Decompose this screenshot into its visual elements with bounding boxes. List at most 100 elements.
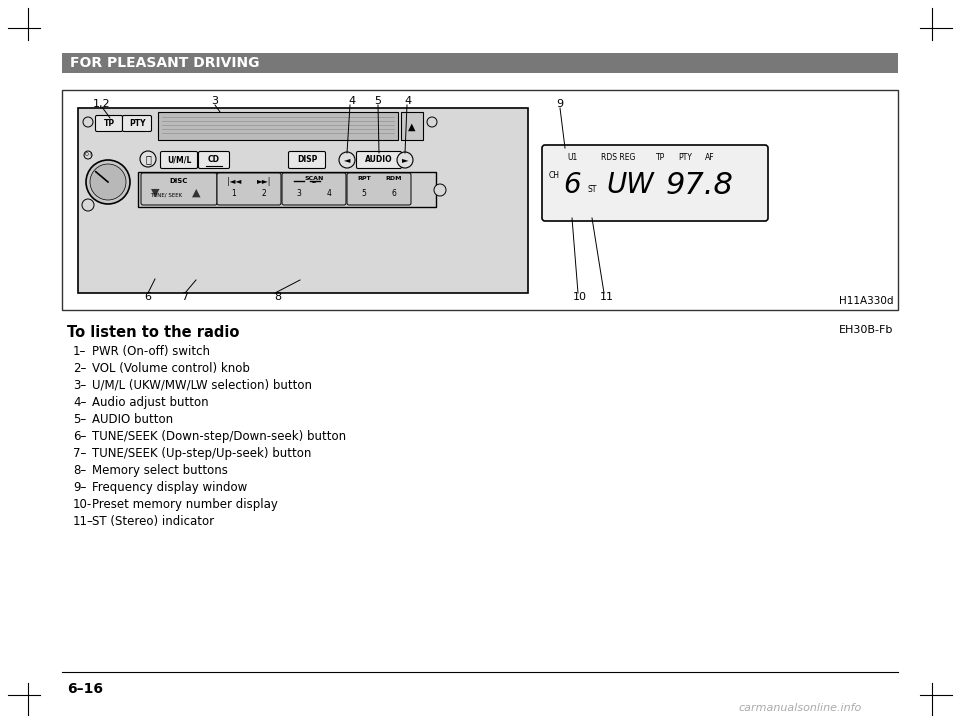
Text: 6: 6 <box>145 292 152 302</box>
Text: DISC: DISC <box>170 178 188 184</box>
Text: ►►|: ►►| <box>257 176 271 186</box>
Text: 9–: 9– <box>73 481 86 494</box>
Text: U/M/L: U/M/L <box>167 155 191 165</box>
Text: TUNE/SEEK (Down-step/Down-seek) button: TUNE/SEEK (Down-step/Down-seek) button <box>92 430 347 443</box>
Circle shape <box>434 184 446 196</box>
Text: PWR (On-off) switch: PWR (On-off) switch <box>92 345 210 358</box>
Text: TUNE/ SEEK: TUNE/ SEEK <box>150 192 182 197</box>
Text: ──: ── <box>311 181 317 185</box>
Text: AUDIO: AUDIO <box>365 155 393 165</box>
Text: O I: O I <box>84 153 91 158</box>
Text: SCAN: SCAN <box>304 176 324 181</box>
FancyBboxPatch shape <box>347 173 411 205</box>
Text: Frequency display window: Frequency display window <box>92 481 248 494</box>
Text: TP: TP <box>657 153 665 161</box>
Text: 5–: 5– <box>73 413 86 426</box>
Text: 3: 3 <box>211 96 219 106</box>
Text: 4: 4 <box>348 96 355 106</box>
Bar <box>138 172 436 207</box>
Text: 4: 4 <box>326 189 331 197</box>
Text: CD: CD <box>208 155 220 165</box>
Text: ▼: ▼ <box>151 188 159 198</box>
Circle shape <box>339 152 355 168</box>
Text: AUDIO button: AUDIO button <box>92 413 173 426</box>
Text: 5: 5 <box>374 96 381 106</box>
Bar <box>62 53 898 73</box>
Text: carmanualsonline.info: carmanualsonline.info <box>738 703 862 713</box>
Text: TUNE/SEEK (Up-step/Up-seek) button: TUNE/SEEK (Up-step/Up-seek) button <box>92 447 311 460</box>
Text: Memory select buttons: Memory select buttons <box>92 464 228 477</box>
Text: 10-: 10- <box>73 498 92 511</box>
Text: 10: 10 <box>573 292 587 302</box>
Text: DISP: DISP <box>297 155 317 165</box>
Text: 3–: 3– <box>73 379 86 392</box>
Text: H11A330d: H11A330d <box>839 296 894 306</box>
Text: 6–16: 6–16 <box>67 682 103 696</box>
Circle shape <box>86 160 130 204</box>
Circle shape <box>84 151 92 159</box>
Text: 11–: 11– <box>73 515 94 528</box>
Text: |◄◄: |◄◄ <box>227 176 241 186</box>
Text: AF: AF <box>706 153 715 161</box>
Text: 9: 9 <box>557 99 564 109</box>
Text: ◄: ◄ <box>344 155 350 165</box>
Text: ST (Stereo) indicator: ST (Stereo) indicator <box>92 515 214 528</box>
Text: U1: U1 <box>566 153 577 161</box>
Circle shape <box>82 199 94 211</box>
Text: Audio adjust button: Audio adjust button <box>92 396 208 409</box>
Text: ▲: ▲ <box>408 122 416 132</box>
FancyBboxPatch shape <box>141 173 217 205</box>
Text: ▲: ▲ <box>192 188 201 198</box>
Text: FOR PLEASANT DRIVING: FOR PLEASANT DRIVING <box>70 56 259 70</box>
Circle shape <box>140 151 156 167</box>
Text: Preset memory number display: Preset memory number display <box>92 498 277 511</box>
Text: 4–: 4– <box>73 396 86 409</box>
Text: 1: 1 <box>231 189 236 197</box>
Text: 6: 6 <box>392 189 396 197</box>
Bar <box>401 112 423 140</box>
Text: ⓘ: ⓘ <box>145 154 151 164</box>
Text: 3: 3 <box>297 189 301 197</box>
Text: 1,2: 1,2 <box>93 99 110 109</box>
Text: RPT: RPT <box>357 176 371 181</box>
Text: 2–: 2– <box>73 362 86 375</box>
FancyBboxPatch shape <box>95 116 123 132</box>
Text: RDM: RDM <box>386 176 402 181</box>
Text: 1–: 1– <box>73 345 86 358</box>
Text: UW: UW <box>606 171 654 199</box>
Circle shape <box>83 117 93 127</box>
Text: 8–: 8– <box>73 464 86 477</box>
Text: EH30B-Fb: EH30B-Fb <box>839 325 893 335</box>
FancyBboxPatch shape <box>289 152 325 168</box>
Text: ►: ► <box>401 155 408 165</box>
Text: VOL (Volume control) knob: VOL (Volume control) knob <box>92 362 250 375</box>
FancyBboxPatch shape <box>282 173 346 205</box>
Bar <box>62 90 898 310</box>
FancyBboxPatch shape <box>217 173 281 205</box>
Text: 7–: 7– <box>73 447 86 460</box>
Text: RDS REG: RDS REG <box>601 153 636 161</box>
Circle shape <box>427 117 437 127</box>
Text: U/M/L (UKW/MW/LW selection) button: U/M/L (UKW/MW/LW selection) button <box>92 379 312 392</box>
Text: 11: 11 <box>600 292 614 302</box>
Text: ST: ST <box>588 186 597 194</box>
FancyBboxPatch shape <box>160 152 198 168</box>
Text: 6–: 6– <box>73 430 86 443</box>
Bar <box>158 112 398 140</box>
Text: 4: 4 <box>404 96 412 106</box>
Circle shape <box>90 164 126 200</box>
FancyBboxPatch shape <box>542 145 768 221</box>
Text: CH: CH <box>548 171 560 179</box>
Text: 5: 5 <box>362 189 367 197</box>
Text: PTY: PTY <box>678 153 692 161</box>
Text: 97.8: 97.8 <box>666 171 734 200</box>
Text: To listen to the radio: To listen to the radio <box>67 325 239 340</box>
FancyBboxPatch shape <box>123 116 152 132</box>
Text: TP: TP <box>104 119 114 128</box>
Text: 2: 2 <box>262 189 266 197</box>
Text: 6: 6 <box>564 171 581 199</box>
Text: PTY: PTY <box>129 119 145 128</box>
Circle shape <box>397 152 413 168</box>
Text: 8: 8 <box>275 292 281 302</box>
Text: 7: 7 <box>181 292 188 302</box>
